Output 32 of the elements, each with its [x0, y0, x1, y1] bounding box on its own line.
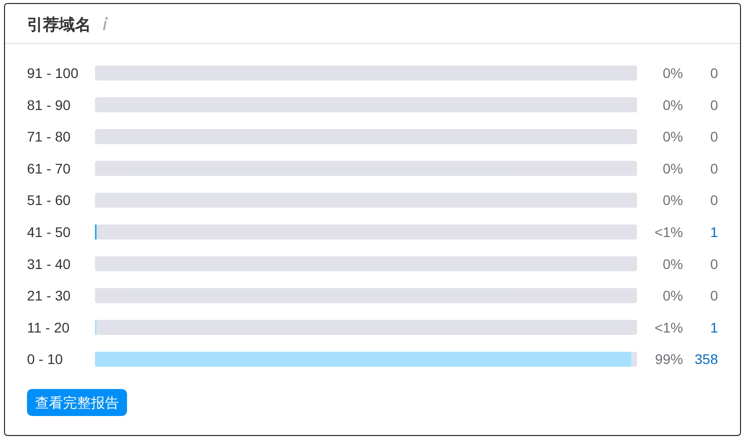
text: 0: [710, 192, 718, 208]
y-tick-label: 31 - 40: [27, 256, 71, 272]
data-label: 0%: [662, 128, 683, 145]
y-tick-label: 21 - 30: [27, 288, 71, 304]
text: 0: [710, 160, 718, 176]
data-label: <1%: [654, 319, 683, 336]
y-tick-label: 41 - 50: [27, 224, 71, 240]
text: 0: [710, 128, 718, 145]
y-tick-label: 71 - 80: [27, 128, 71, 145]
y-tick-label: 0 - 10: [27, 351, 64, 368]
text: 0: [710, 96, 718, 113]
data-label: 0%: [662, 192, 683, 208]
text: 0: [710, 288, 718, 304]
data-label: 0%: [662, 256, 683, 272]
text: 1: [710, 224, 718, 240]
text: 0: [710, 65, 718, 81]
data-label: 0%: [662, 160, 683, 176]
text: 1: [710, 319, 718, 336]
text: 查看完整报告: [35, 394, 119, 410]
data-label: 0%: [662, 96, 683, 113]
y-tick-label: 11 - 20: [27, 319, 70, 336]
y-tick-label: 81 - 90: [27, 96, 71, 113]
text: 0: [710, 256, 718, 272]
data-label: <1%: [654, 224, 683, 240]
y-tick-label: 51 - 60: [27, 192, 71, 208]
data-label: 99%: [654, 351, 683, 368]
data-label: 0%: [662, 288, 683, 304]
chart-title: 引荐域名: [27, 16, 91, 34]
y-tick-label: 91 - 100: [27, 65, 79, 81]
data-label: 0%: [662, 65, 683, 81]
y-tick-label: 61 - 70: [27, 160, 71, 176]
text: 358: [694, 351, 718, 368]
